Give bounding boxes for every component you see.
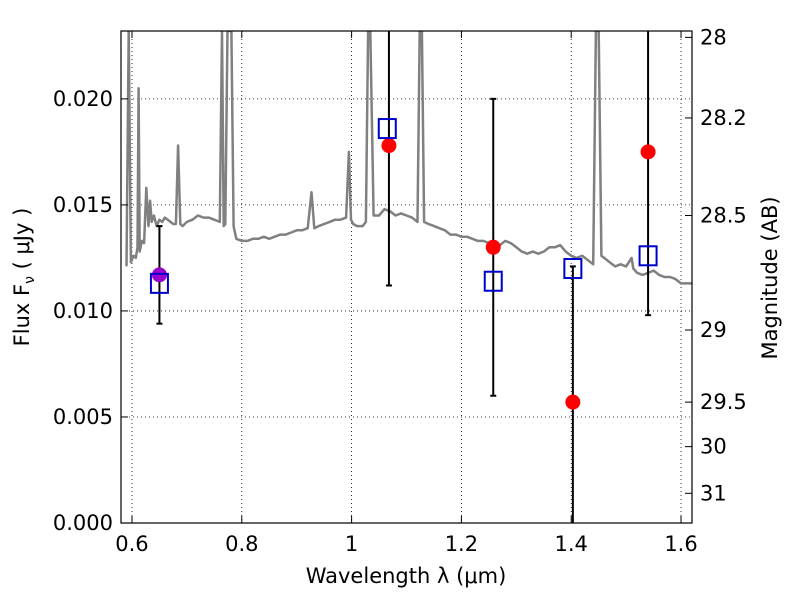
model-spectrum-line <box>125 31 692 285</box>
x-axis-ticks: 0.6 0.8 1 1.2 1.4 1.6 <box>115 31 698 556</box>
y-axis-title-main: Flux F <box>10 284 34 346</box>
model-band-flux-square <box>563 258 583 280</box>
right-axis-tick-label: 29 <box>700 318 727 342</box>
y-axis-title-unit: ( μJy ) <box>10 208 34 276</box>
x-tick-label: 1.2 <box>445 532 478 556</box>
observed-flux-point <box>565 394 581 410</box>
x-tick-label: 1.6 <box>664 532 697 556</box>
x-tick-label: 1 <box>345 532 358 556</box>
right-axis-ticks: 28 28.2 28.5 29 29.5 30 31 <box>685 25 747 505</box>
y-tick-label: 0.000 <box>53 511 113 535</box>
right-axis-title: Magnitude (AB) <box>758 196 782 359</box>
model-spectrum-layer <box>125 31 692 285</box>
model-band-points-layer <box>149 118 658 294</box>
y-axis-title-subscript: ν <box>22 276 38 284</box>
x-tick-label: 0.8 <box>225 532 258 556</box>
right-axis-tick-label: 28.5 <box>700 204 747 228</box>
observed-flux-point <box>640 144 656 160</box>
right-axis-tick-label: 29.5 <box>700 390 747 414</box>
model-band-flux-square <box>483 270 503 292</box>
observed-points-layer <box>151 138 656 410</box>
right-axis-tick-label: 30 <box>700 435 727 459</box>
y-axis-title: Flux Fν ( μJy ) <box>10 208 38 347</box>
right-axis-tick-label: 28 <box>700 25 727 49</box>
observed-flux-point <box>381 138 397 154</box>
y-tick-label: 0.015 <box>53 193 113 217</box>
x-tick-label: 1.4 <box>555 532 588 556</box>
observed-flux-point <box>485 239 501 255</box>
x-tick-label: 0.6 <box>115 532 148 556</box>
model-band-flux-square <box>149 272 169 294</box>
model-band-flux-square <box>377 118 397 140</box>
y-tick-label: 0.010 <box>53 299 113 323</box>
y-tick-label: 0.020 <box>53 87 113 111</box>
y-axis-ticks: 0.000 0.005 0.010 0.015 0.020 <box>53 87 128 535</box>
x-axis-title: Wavelength λ (μm) <box>306 564 507 588</box>
right-axis-tick-label: 31 <box>700 481 727 505</box>
y-tick-label: 0.005 <box>53 405 113 429</box>
model-band-flux-square <box>638 245 658 267</box>
right-axis-tick-label: 28.2 <box>700 106 747 130</box>
observed-flux-point <box>151 267 167 283</box>
plot-frame <box>120 30 693 524</box>
